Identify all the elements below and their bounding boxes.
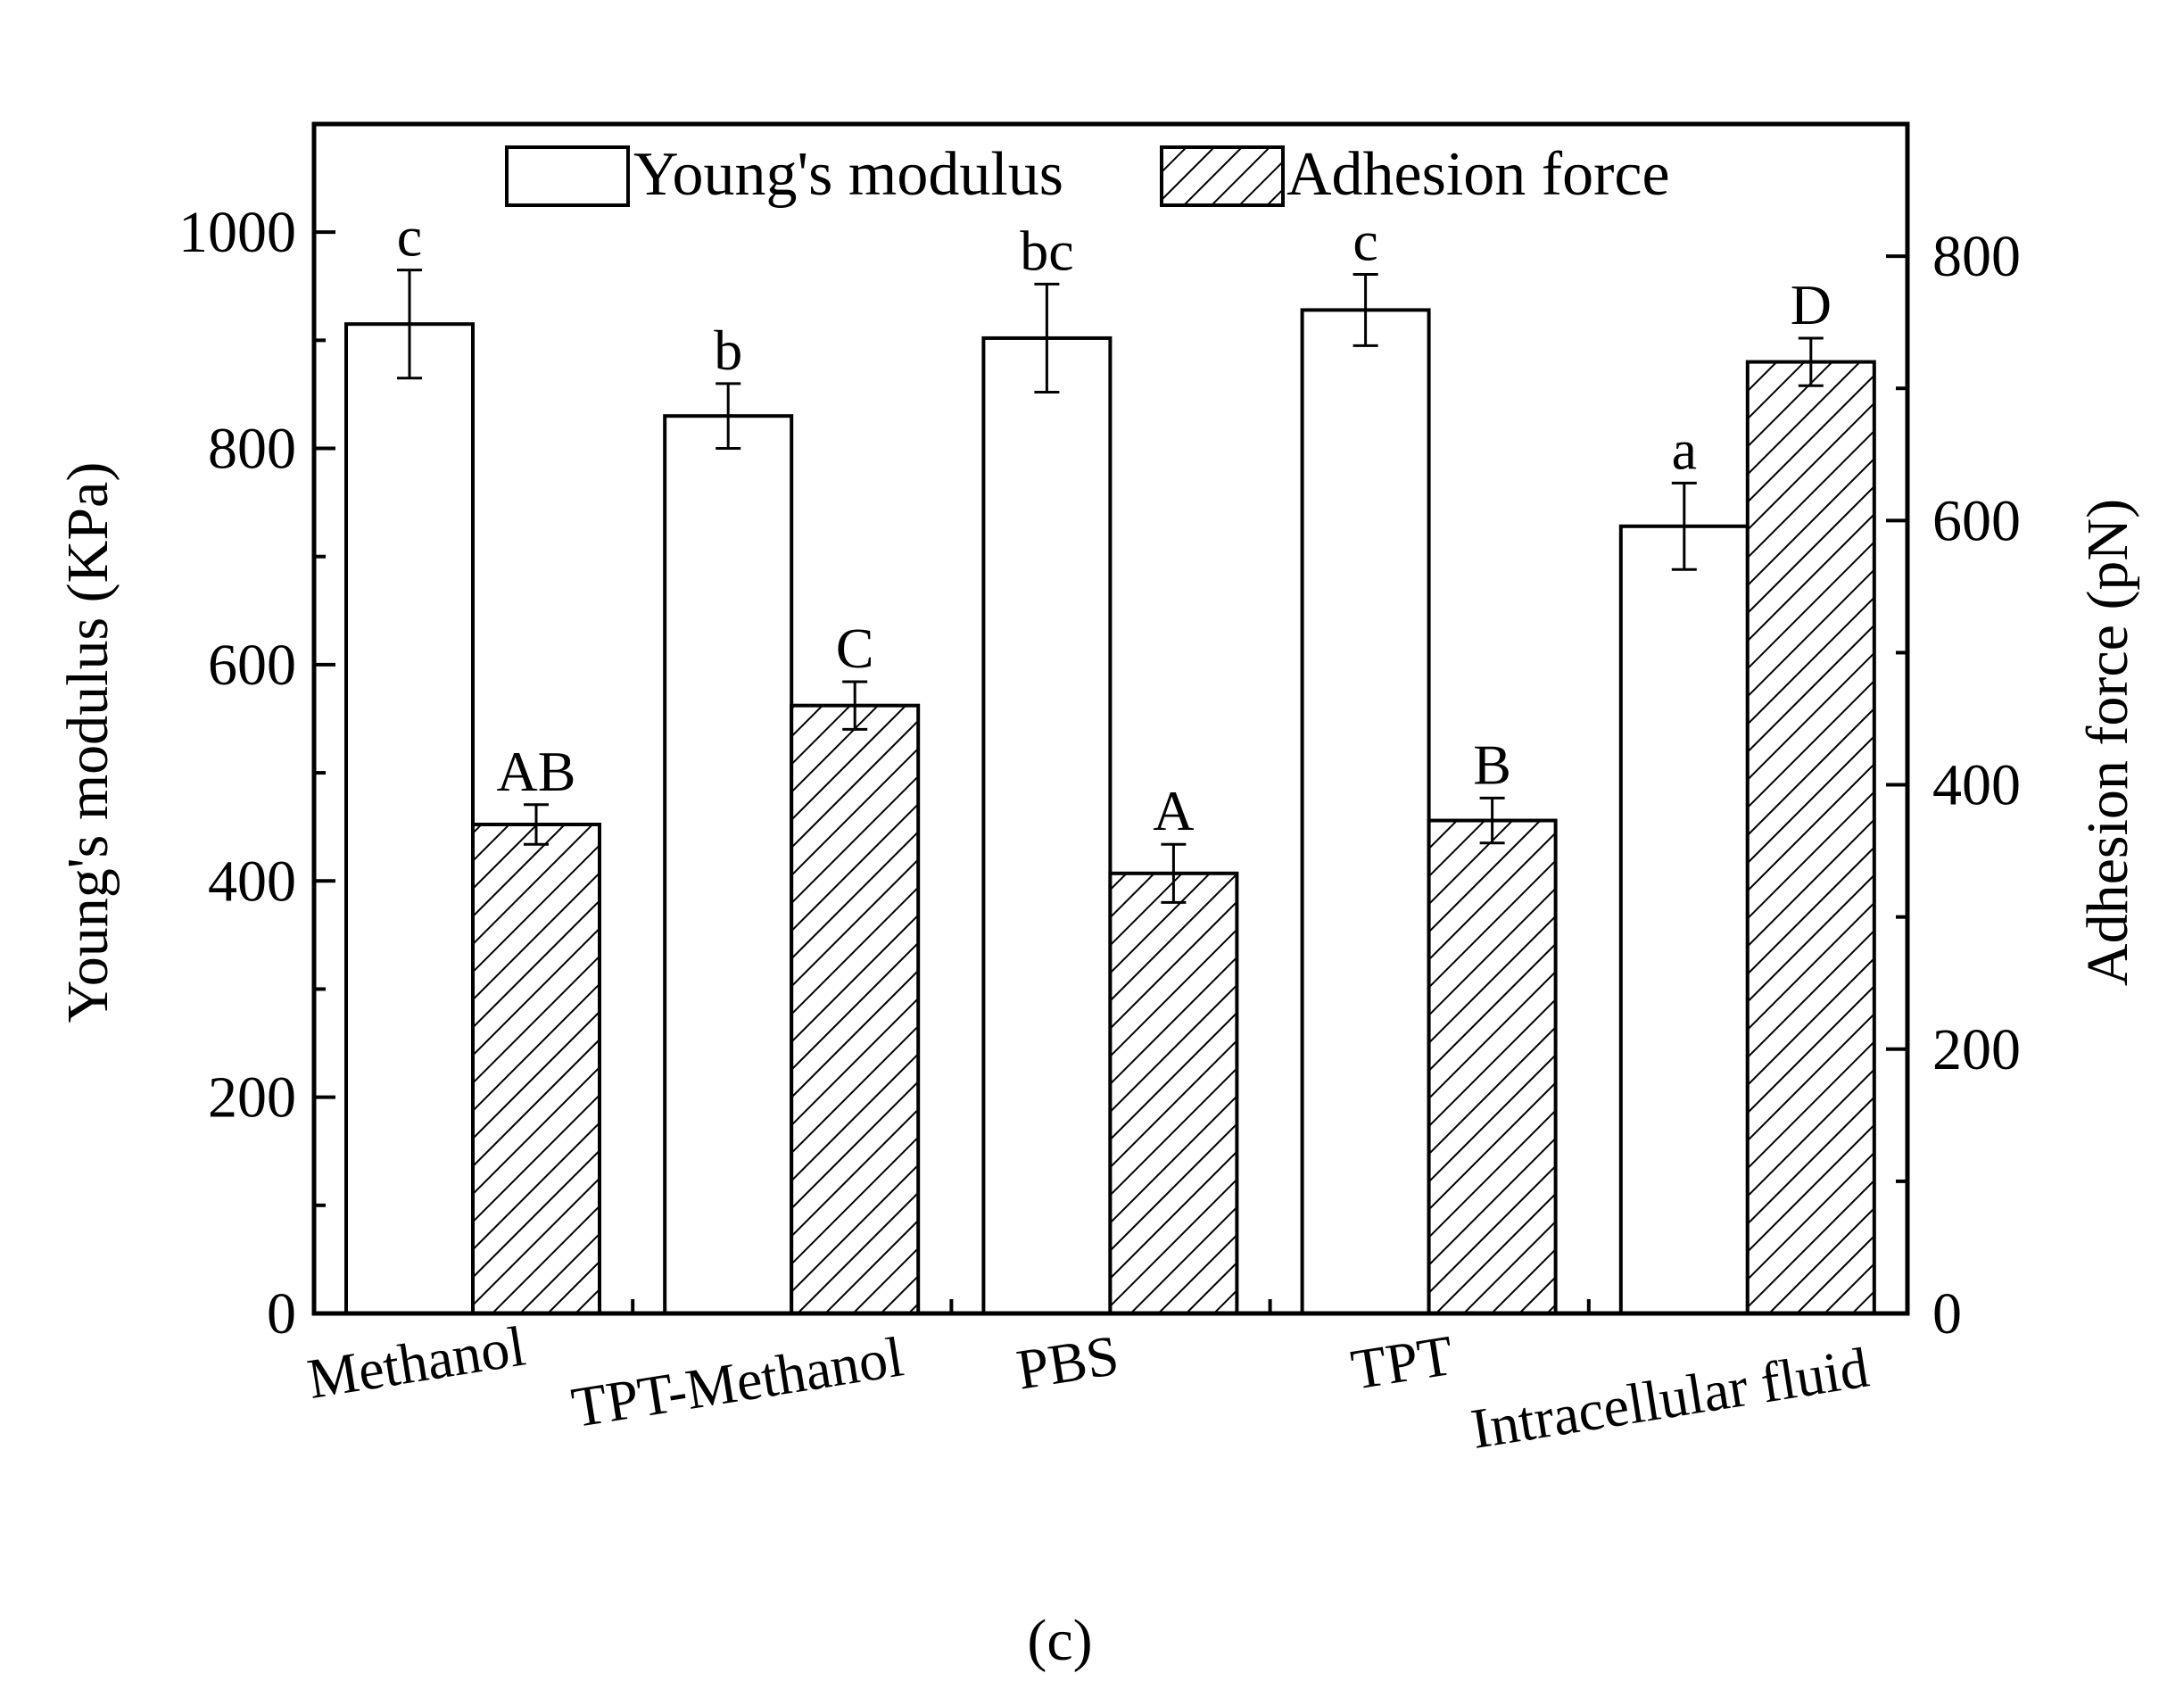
bar-youngs-modulus [1618, 524, 1750, 1315]
significance-label: D [1791, 273, 1832, 336]
bar-adhesion-force [471, 822, 601, 1315]
significance-label: b [714, 319, 742, 382]
legend-label-adhesion-force: Adhesion force [1286, 140, 1670, 209]
plot-area: c AB b Cbc Ac Ba D 0 200 400 600 800 1000 0 200 400 600 8… [178, 121, 2021, 1461]
bar-adhesion-force [1108, 871, 1239, 1315]
right-axis-tick-label: 800 [1932, 224, 2021, 289]
category-label: Intracellular fluid [1467, 1336, 1873, 1461]
plot-frame [311, 121, 1910, 1316]
bar-youngs-modulus [663, 414, 794, 1315]
bar-adhesion-force [790, 703, 921, 1315]
significance-label: c [1353, 209, 1377, 272]
figure-caption: (c) [1027, 1608, 1092, 1673]
significance-label: B [1473, 733, 1511, 796]
category-label: PBS [1013, 1323, 1123, 1402]
left-axis-tick-label: 200 [208, 1065, 296, 1131]
left-axis-tick-label: 1000 [178, 200, 296, 265]
significance-label: C [836, 617, 874, 680]
significance-label: bc [1020, 219, 1073, 282]
bar-youngs-modulus [344, 322, 475, 1315]
legend-swatch-youngs-modulus [505, 145, 630, 207]
legend: Young's modulus Adhesion force [505, 140, 1670, 209]
left-axis-title: Young's modulus (KPa) [55, 462, 120, 1023]
bar-adhesion-force [1745, 360, 1876, 1316]
right-axis-tick-label: 0 [1932, 1281, 1962, 1346]
right-axis-tick-label: 200 [1932, 1017, 2021, 1082]
left-axis-tick-label: 600 [208, 633, 296, 698]
category-label: TPT-Methanol [567, 1324, 907, 1439]
bar-youngs-modulus [1300, 308, 1431, 1315]
bar-adhesion-force [1427, 818, 1558, 1315]
category-label: Methanol [303, 1314, 529, 1411]
left-axis-tick-label: 0 [267, 1281, 296, 1346]
right-axis-tick-label: 600 [1932, 488, 2021, 553]
legend-label-youngs-modulus: Young's modulus [633, 140, 1063, 209]
category-label: TPT [1347, 1323, 1457, 1402]
right-axis-tick-label: 400 [1932, 753, 2021, 818]
left-axis-tick-label: 800 [208, 417, 296, 482]
significance-label: a [1672, 418, 1697, 481]
bar-youngs-modulus [981, 336, 1113, 1316]
significance-label: AB [497, 740, 576, 803]
significance-label: A [1153, 779, 1194, 842]
right-axis-title: Adhesion force (pN) [2075, 499, 2140, 986]
left-axis-tick-label: 400 [208, 849, 296, 914]
legend-swatch-adhesion-force [1160, 145, 1285, 207]
significance-label: c [397, 205, 422, 269]
